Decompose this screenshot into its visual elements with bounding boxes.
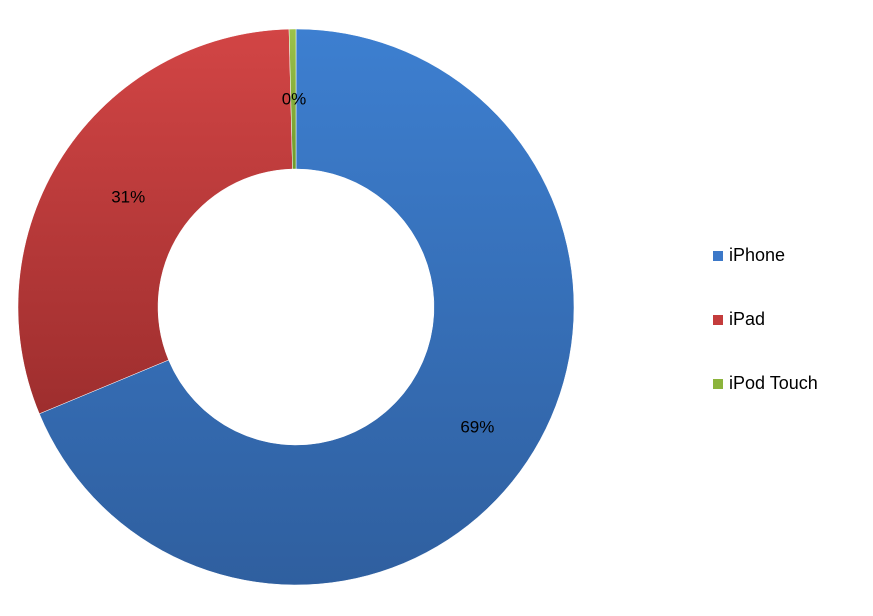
legend-label-iphone: iPhone [729,245,785,265]
legend-label-ipad: iPad [729,309,765,329]
data-label-iphone: 69% [460,417,494,436]
data-label-ipad: 31% [111,188,145,207]
slice-iphone [39,28,575,586]
slice-ipod-touch [288,28,297,170]
donut-slices [17,28,575,586]
legend-swatch-ipad [713,315,723,325]
legend-swatch-iphone [713,251,723,261]
legend-label-ipod-touch: iPod Touch [729,373,818,393]
data-label-ipod-touch: 0% [282,89,307,108]
legend: iPhone iPad iPod Touch [713,245,818,393]
data-labels: 69% 31% 0% [111,89,494,436]
slice-ipad [17,28,293,415]
legend-swatch-ipod-touch [713,379,723,389]
